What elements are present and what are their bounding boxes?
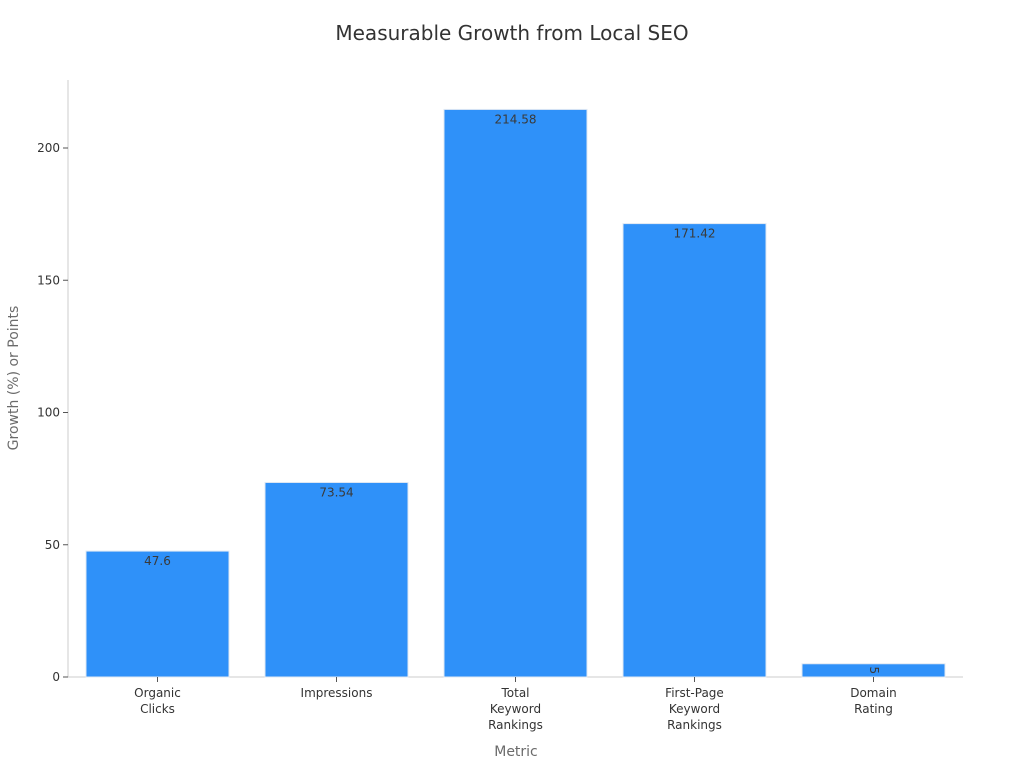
x-tick-label-line: Total (500, 686, 529, 700)
x-tick-label: First-Page Keyword Rankings (665, 686, 724, 732)
x-axis-title: Metric (494, 744, 538, 760)
x-tick-label: Organic Clicks (134, 686, 181, 716)
x-tick-label-line: Organic (134, 686, 181, 700)
bar-value-label: 47.6 (144, 554, 171, 568)
bar-series: 47.6 73.54 214.58 171.42 5 (85, 108, 946, 678)
y-tick-label: 200 (37, 141, 60, 155)
bar-value-label: 214.58 (495, 112, 537, 126)
x-tick-label: Impressions (301, 686, 373, 700)
x-axis-ticks: Organic Clicks Impressions Total Keyword Rank… (134, 677, 897, 732)
x-tick-label: Domain Rating (850, 686, 897, 716)
bar-value-label: 171.42 (674, 227, 716, 241)
x-tick-label-line: Domain (850, 686, 897, 700)
y-tick-label: 100 (37, 406, 60, 420)
y-tick-label: 0 (52, 670, 60, 684)
x-tick-label-line: Rankings (488, 718, 543, 732)
x-tick-label: Total Keyword Rankings (488, 686, 543, 732)
bar (443, 108, 588, 678)
x-tick-label-line: Impressions (301, 686, 373, 700)
x-tick-label-line: Clicks (140, 702, 175, 716)
bar-value-label: 73.54 (319, 485, 353, 499)
x-tick-label-line: Rankings (667, 718, 722, 732)
bar (264, 481, 409, 678)
x-tick-label-line: Keyword (490, 702, 541, 716)
y-tick-label: 150 (37, 273, 60, 287)
x-tick-label-line: First-Page (665, 686, 724, 700)
bar (622, 223, 767, 678)
x-tick-label-line: Keyword (669, 702, 720, 716)
y-axis-ticks: 0 50 100 150 200 (37, 141, 68, 684)
bar (85, 550, 230, 678)
chart-title: Measurable Growth from Local SEO (335, 21, 688, 45)
y-axis-title: Growth (%) or Points (6, 306, 22, 451)
bar-value-label: 5 (867, 667, 881, 675)
x-tick-label-line: Rating (854, 702, 893, 716)
y-tick-label: 50 (45, 538, 60, 552)
